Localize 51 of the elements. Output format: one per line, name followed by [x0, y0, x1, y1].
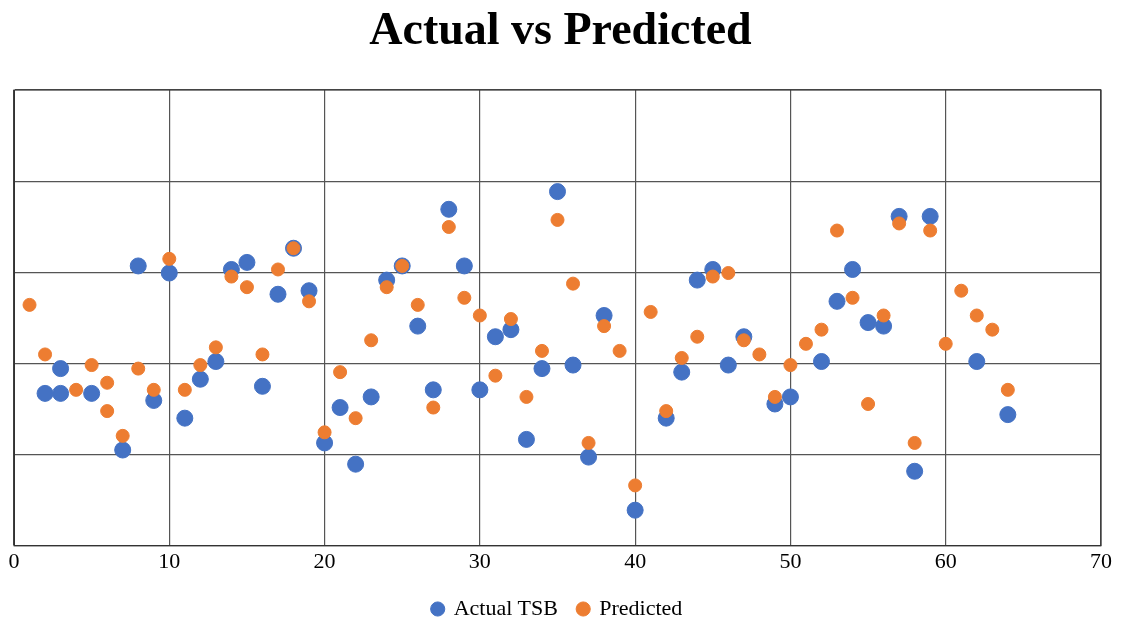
- legend-label: Actual TSB: [453, 594, 558, 620]
- point: [626, 501, 644, 519]
- legend-label: Predicted: [599, 594, 683, 620]
- point: [114, 441, 132, 459]
- x-tick-label: 30: [468, 547, 491, 573]
- point: [688, 271, 706, 289]
- point: [906, 462, 924, 480]
- point: [844, 260, 862, 278]
- point: [440, 200, 458, 218]
- point: [673, 363, 691, 381]
- point: [828, 292, 846, 310]
- point: [471, 381, 489, 399]
- point: [253, 377, 271, 395]
- chart-title: Actual vs Predicted: [368, 2, 753, 55]
- point: [999, 406, 1017, 424]
- point: [812, 353, 830, 371]
- point: [517, 430, 535, 448]
- point: [83, 384, 101, 402]
- point: [424, 381, 442, 399]
- x-tick-label: 40: [624, 547, 647, 573]
- point: [921, 207, 939, 225]
- point: [859, 314, 877, 332]
- point: [52, 384, 70, 402]
- point: [409, 317, 427, 335]
- point: [176, 409, 194, 427]
- x-tick-label: 70: [1090, 547, 1112, 573]
- point: [580, 448, 598, 466]
- point: [781, 388, 799, 406]
- point: [331, 399, 349, 417]
- point: [52, 360, 70, 378]
- x-tick-label: 0: [8, 547, 20, 573]
- point: [36, 384, 54, 402]
- point: [968, 353, 986, 371]
- point: [549, 183, 566, 201]
- x-tick-label: 10: [158, 547, 181, 573]
- point: [347, 455, 365, 473]
- x-tick-label: 50: [779, 547, 802, 573]
- point: [564, 356, 582, 374]
- point: [455, 257, 473, 275]
- point: [129, 257, 147, 275]
- point: [533, 360, 551, 378]
- point: [269, 285, 287, 303]
- point: [160, 264, 178, 282]
- point: [486, 328, 504, 346]
- x-tick-label: 60: [934, 547, 957, 573]
- x-tick-label: 20: [313, 547, 336, 573]
- point: [191, 370, 209, 388]
- point: [207, 353, 225, 371]
- point: [719, 356, 737, 374]
- point: [238, 253, 256, 271]
- point: [362, 388, 380, 406]
